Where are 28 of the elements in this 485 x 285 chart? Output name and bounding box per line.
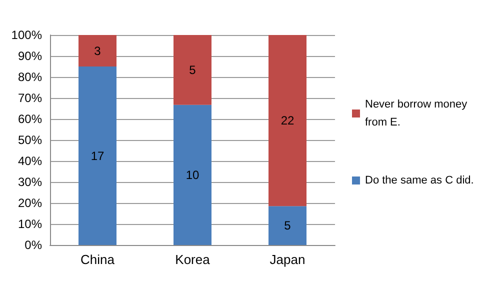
bar	[174, 35, 212, 105]
annotation: 3	[94, 44, 102, 58]
y-tick-label: 70%	[18, 91, 42, 105]
bar	[268, 206, 306, 245]
annotation: 5	[284, 218, 292, 233]
y-tick-label: 10%	[18, 217, 42, 231]
y-tick-label: 100%	[11, 28, 42, 42]
x-tick-label: Japan	[270, 252, 306, 267]
y-tick-label: 0%	[24, 238, 42, 252]
annotation: 22	[280, 114, 294, 128]
annotation: 17	[90, 148, 104, 163]
x-tick-label: Korea	[175, 252, 211, 267]
annotation: 5	[189, 62, 196, 77]
legend-label: Do the same as C did.	[365, 174, 474, 186]
y-tick-label: 80%	[18, 70, 42, 84]
bar	[78, 66, 116, 245]
annotation: 10	[186, 168, 200, 182]
y-tick-label: 60%	[18, 112, 42, 126]
bar	[78, 35, 116, 66]
legend-label: Never borrow money from E.	[365, 98, 470, 128]
x-tick-label: China	[80, 252, 116, 267]
bar	[174, 104, 212, 245]
y-tick-label: 90%	[18, 49, 42, 63]
y-tick-label: 30%	[18, 175, 42, 189]
y-tick-label: 40%	[18, 154, 42, 168]
y-tick-label: 50%	[18, 133, 42, 147]
y-tick-label: 20%	[18, 196, 42, 210]
bar	[268, 35, 306, 206]
